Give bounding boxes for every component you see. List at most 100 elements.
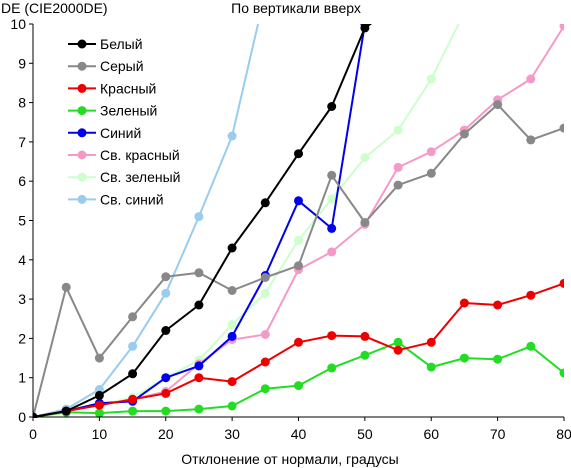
data-point (294, 196, 303, 206)
legend-item-серый: Серый (68, 58, 144, 74)
series-line (33, 282, 564, 418)
data-point (294, 235, 303, 245)
data-point (128, 341, 138, 351)
data-point (559, 24, 564, 31)
legend-label: Св. синий (100, 191, 164, 207)
data-point (327, 247, 337, 257)
legend-label: Св. зеленый (100, 169, 180, 185)
series-красный (33, 278, 564, 418)
y-tick-label: 4 (18, 252, 26, 268)
data-point (260, 198, 270, 208)
ticks: 0 1 2 3 4 5 6 7 8 9 10 0 10 20 30 40 50 60 70 80 (10, 16, 571, 442)
x-tick-label: 10 (92, 426, 108, 442)
x-axis-label: Отклонение от нормали, градусы (181, 451, 398, 467)
data-point (526, 290, 536, 300)
legend-swatch-marker (77, 39, 87, 49)
chart-title: По вертикали вверх (231, 0, 361, 16)
data-point (161, 388, 171, 398)
data-point (227, 243, 237, 253)
x-tick-label: 60 (423, 426, 439, 442)
series-line (33, 341, 564, 418)
y-tick-label: 8 (18, 95, 26, 111)
legend-item-зеленый: Зеленый (68, 103, 157, 119)
series-зеленый (33, 337, 564, 418)
data-point (260, 330, 270, 339)
data-point (61, 406, 71, 416)
x-tick-label: 70 (490, 426, 506, 442)
data-point (559, 123, 564, 133)
data-point (227, 401, 237, 411)
y-tick-label: 2 (18, 330, 26, 346)
y-tick-label: 10 (10, 16, 26, 32)
data-point (360, 218, 370, 227)
data-point (327, 363, 337, 373)
legend-swatch-marker (77, 172, 87, 182)
x-tick-label: 40 (291, 426, 307, 442)
data-point (128, 406, 138, 416)
data-point (393, 162, 403, 172)
data-point (393, 345, 403, 355)
data-point (559, 278, 564, 288)
data-point (426, 74, 436, 84)
y-axis-label: DE (CIE2000DE) (1, 0, 108, 16)
data-point (426, 147, 436, 157)
x-tick-label: 50 (357, 426, 373, 442)
data-point (360, 350, 370, 360)
data-point (194, 268, 204, 278)
data-point (227, 131, 237, 141)
x-tick-label: 20 (158, 426, 174, 442)
legend-label: Красный (100, 80, 156, 96)
data-point (459, 298, 469, 308)
data-point (426, 337, 436, 347)
y-tick-label: 1 (18, 370, 26, 386)
data-point (94, 390, 104, 400)
data-point (61, 282, 71, 292)
data-point (227, 320, 237, 330)
data-point (161, 272, 171, 282)
data-point (94, 400, 104, 410)
legend-item-синий: Синий (68, 125, 141, 141)
y-tick-label: 5 (18, 213, 26, 229)
data-point (227, 286, 237, 295)
data-point (128, 312, 138, 322)
y-tick-label: 9 (18, 55, 26, 71)
data-point (161, 373, 171, 383)
data-point (394, 0, 403, 9)
y-tick-label: 3 (18, 291, 26, 307)
legend-label: Св. красный (100, 147, 180, 163)
legend-item-св-синий: Св. синий (68, 191, 164, 207)
data-point (260, 273, 270, 282)
legend: Белый Серый Красный Зеленый Синий Св. красный… (68, 36, 180, 207)
data-point (161, 288, 171, 298)
data-point (526, 135, 536, 145)
data-point (161, 406, 171, 416)
data-point (460, 8, 469, 17)
legend-swatch-marker (77, 61, 87, 71)
data-point (360, 331, 370, 341)
x-tick-label: 80 (556, 426, 571, 442)
legend-swatch-marker (77, 150, 87, 160)
data-point (294, 261, 303, 271)
data-point (393, 337, 403, 347)
data-point (559, 368, 564, 378)
x-tick-label: 30 (224, 426, 240, 442)
data-point (393, 125, 403, 135)
data-point (360, 153, 370, 163)
series-св-синий (33, 24, 260, 418)
series-line (33, 24, 373, 418)
data-point (194, 373, 204, 383)
data-point (360, 24, 370, 33)
legend-item-св-зеленый: Св. зеленый (68, 169, 180, 185)
data-point (94, 408, 104, 418)
data-point (294, 381, 303, 391)
y-tick-label: 7 (18, 134, 26, 150)
legend-item-красный: Красный (68, 80, 156, 96)
legend-label: Белый (100, 36, 143, 52)
legend-swatch-marker (77, 83, 87, 93)
data-point (459, 129, 469, 139)
data-point (426, 362, 436, 372)
data-point (493, 100, 503, 110)
legend-swatch-marker (77, 194, 87, 204)
legend-item-белый: Белый (68, 36, 143, 52)
data-point (327, 170, 337, 180)
